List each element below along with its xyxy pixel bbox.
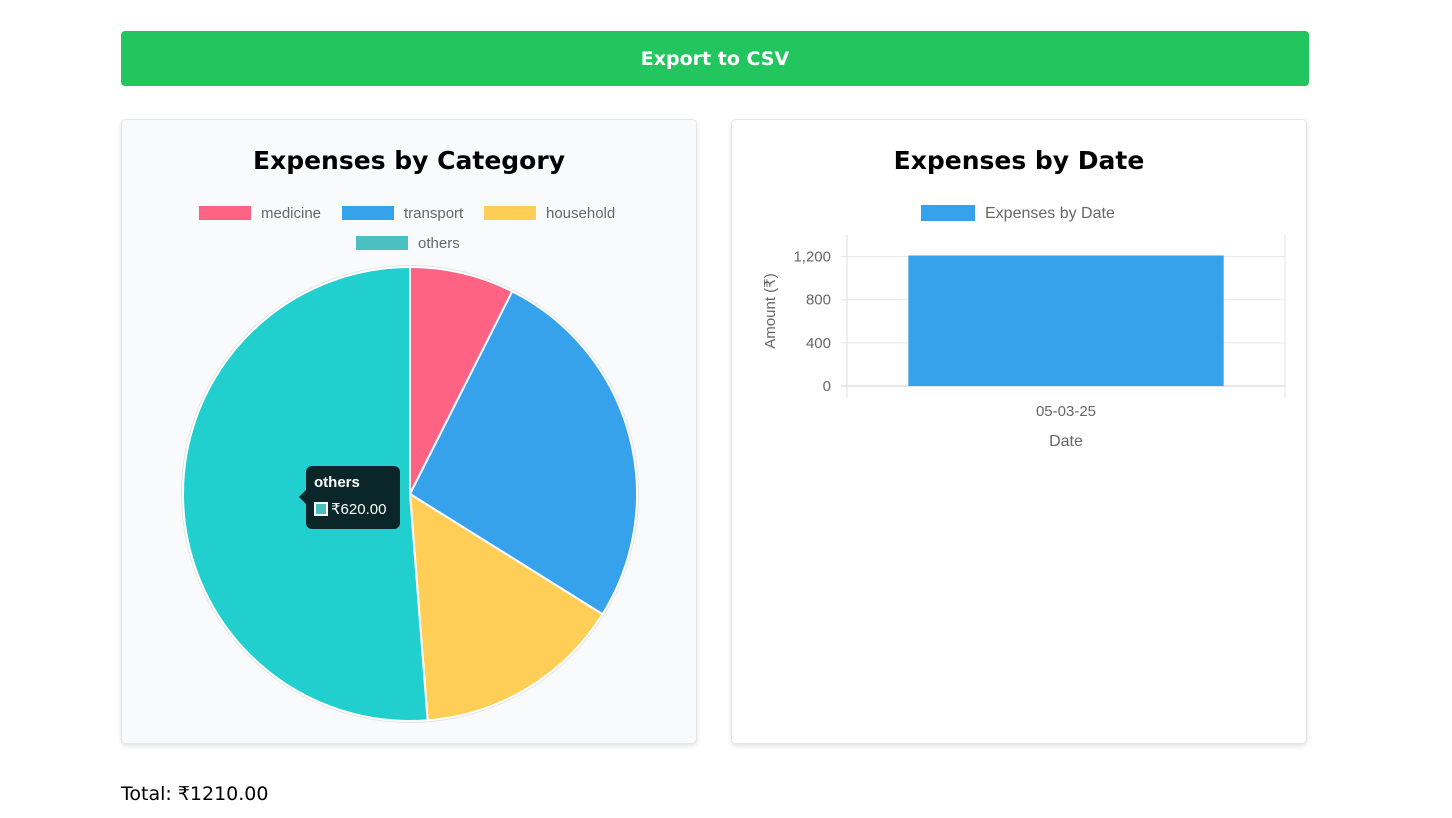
legend-item-medicine[interactable]: medicine [199, 205, 321, 222]
legend-swatch-transport [342, 206, 394, 220]
legend-label-medicine: medicine [261, 205, 321, 222]
y-tick-label: 800 [806, 292, 831, 309]
pie-tooltip: others ₹620.00 [299, 466, 400, 529]
y-tick-label: 0 [823, 378, 831, 395]
legend-item-expenses-by-date[interactable]: Expenses by Date [921, 205, 1115, 222]
legend-swatch-household [484, 206, 536, 220]
date-chart-card: Expenses by Date Expenses by Date 0 400 800… [731, 119, 1307, 744]
legend-label-others: others [418, 235, 460, 252]
category-pie-chart: medicine transport household others [181, 205, 639, 723]
y-tick-label: 400 [806, 335, 831, 352]
legend-swatch-medicine [199, 206, 251, 220]
total-amount: Total: ₹1210.00 [121, 783, 269, 805]
export-csv-button[interactable]: Export to CSV [121, 31, 1309, 86]
tooltip-title: others [314, 474, 360, 491]
category-chart-title: Expenses by Category [253, 146, 565, 175]
legend-label-transport: transport [404, 205, 464, 222]
x-tick-label: 05-03-25 [1036, 403, 1096, 420]
tooltip-color-swatch [314, 502, 328, 516]
y-tick-label: 1,200 [793, 249, 831, 266]
legend-label-household: household [546, 205, 615, 222]
legend-item-household[interactable]: household [484, 205, 615, 222]
legend-swatch-expenses-by-date [921, 205, 975, 221]
x-axis-title: Date [1049, 433, 1083, 450]
legend-item-others[interactable]: others [356, 235, 460, 252]
legend-swatch-others [356, 236, 408, 250]
pie-slice-transport[interactable] [408, 289, 638, 616]
tooltip-value: ₹620.00 [331, 501, 387, 518]
legend-item-transport[interactable]: transport [342, 205, 464, 222]
category-chart-card: Expenses by Category medicine transport ho… [121, 119, 697, 744]
bar-05-03-25[interactable] [908, 255, 1224, 386]
pie-slice-medicine[interactable] [409, 265, 514, 495]
pie-slice-household[interactable] [408, 492, 604, 722]
y-axis-title: Amount (₹) [762, 273, 779, 348]
legend-label-expenses-by-date: Expenses by Date [985, 205, 1115, 222]
date-chart-title: Expenses by Date [893, 146, 1145, 175]
date-bar-chart: Expenses by Date 0 400 800 1,200 05-03-25 Date… [762, 205, 1286, 450]
